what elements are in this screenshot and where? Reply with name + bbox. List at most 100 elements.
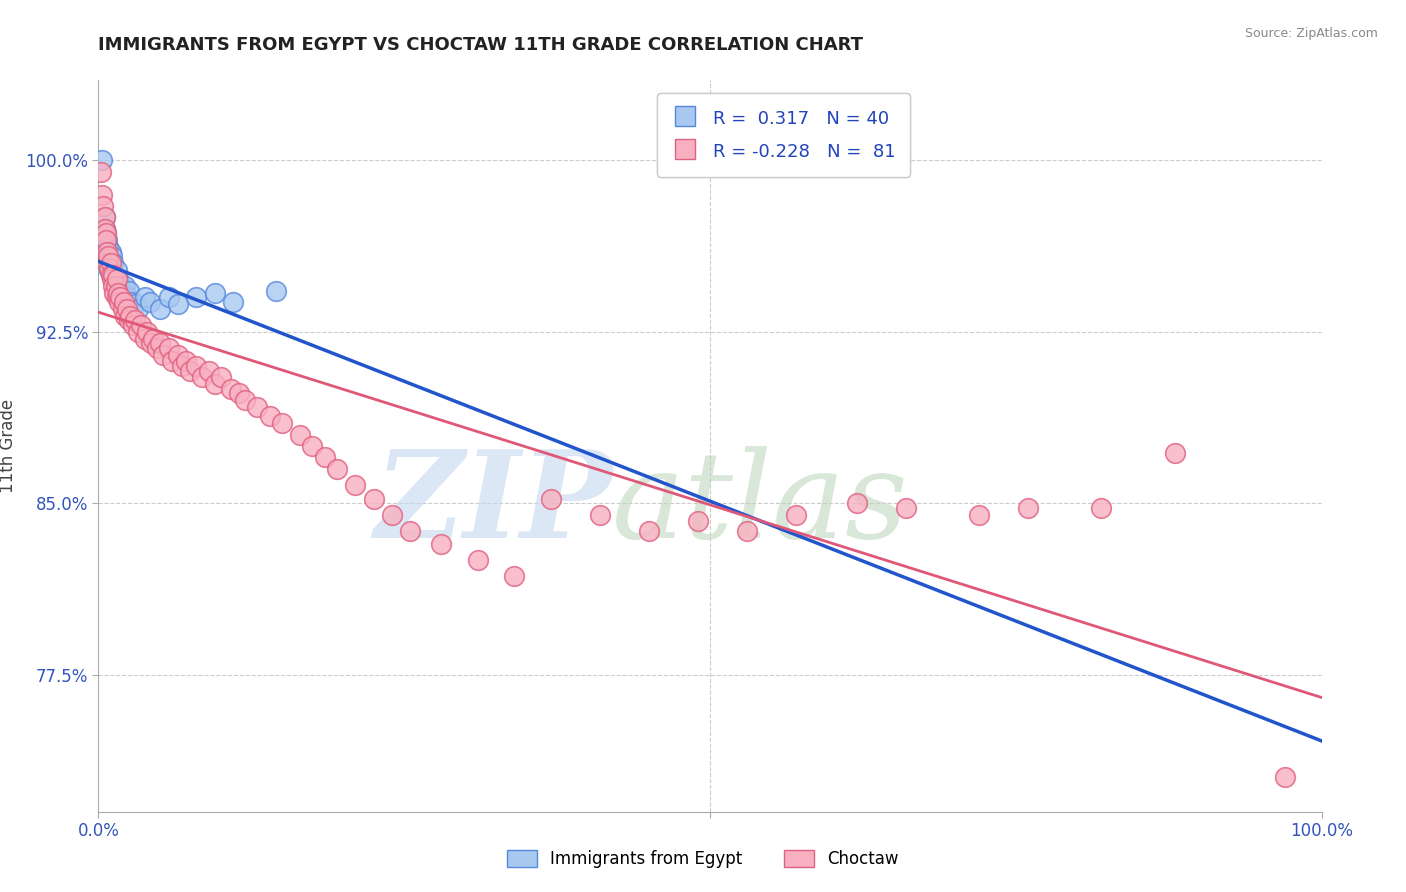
Point bbox=[115, 290, 138, 304]
Point bbox=[127, 325, 149, 339]
Point bbox=[101, 272, 124, 286]
Point bbox=[146, 341, 169, 355]
Point bbox=[259, 409, 281, 424]
Point bbox=[209, 370, 232, 384]
Point bbox=[228, 386, 250, 401]
Point bbox=[735, 524, 758, 538]
Point bbox=[105, 290, 128, 304]
Point bbox=[197, 363, 219, 377]
Point bbox=[101, 268, 124, 282]
Point bbox=[93, 211, 115, 225]
Point bbox=[246, 400, 269, 414]
Point bbox=[100, 244, 122, 259]
Point bbox=[112, 295, 135, 310]
Point bbox=[157, 290, 180, 304]
Point bbox=[100, 256, 122, 270]
Point bbox=[120, 295, 142, 310]
Point bbox=[91, 187, 114, 202]
Point bbox=[129, 318, 152, 332]
Text: IMMIGRANTS FROM EGYPT VS CHOCTAW 11TH GRADE CORRELATION CHART: IMMIGRANTS FROM EGYPT VS CHOCTAW 11TH GR… bbox=[98, 36, 863, 54]
Point bbox=[222, 295, 245, 310]
Point bbox=[894, 500, 917, 515]
Text: Source: ZipAtlas.com: Source: ZipAtlas.com bbox=[1244, 27, 1378, 40]
Point bbox=[363, 491, 385, 506]
Point bbox=[96, 244, 118, 259]
Point bbox=[90, 164, 112, 178]
Point bbox=[111, 290, 134, 304]
Legend: Immigrants from Egypt, Choctaw: Immigrants from Egypt, Choctaw bbox=[501, 843, 905, 875]
Point bbox=[110, 290, 132, 304]
Text: ZIP: ZIP bbox=[374, 445, 612, 564]
Legend: R =  0.317   N = 40, R = -0.228   N =  81: R = 0.317 N = 40, R = -0.228 N = 81 bbox=[657, 93, 910, 177]
Point bbox=[1017, 500, 1039, 515]
Point bbox=[186, 359, 208, 373]
Point bbox=[589, 508, 612, 522]
Point bbox=[97, 249, 120, 263]
Point bbox=[114, 309, 136, 323]
Point bbox=[136, 325, 159, 339]
Point bbox=[110, 279, 132, 293]
Point bbox=[107, 272, 129, 286]
Point bbox=[149, 336, 172, 351]
Point bbox=[186, 290, 208, 304]
Point bbox=[467, 553, 489, 567]
Point bbox=[96, 256, 118, 270]
Point bbox=[270, 416, 294, 430]
Point bbox=[301, 439, 323, 453]
Point bbox=[430, 537, 453, 551]
Point bbox=[108, 285, 131, 300]
Point bbox=[967, 508, 990, 522]
Point bbox=[101, 256, 124, 270]
Point bbox=[191, 370, 214, 384]
Point bbox=[204, 285, 226, 300]
Point bbox=[124, 313, 146, 327]
Point bbox=[104, 279, 127, 293]
Point bbox=[167, 297, 190, 311]
Point bbox=[103, 285, 125, 300]
Point bbox=[124, 297, 146, 311]
Point bbox=[637, 524, 661, 538]
Point bbox=[97, 240, 120, 254]
Point bbox=[399, 524, 422, 538]
Point bbox=[157, 341, 180, 355]
Point bbox=[1090, 500, 1112, 515]
Point bbox=[139, 336, 162, 351]
Point bbox=[91, 153, 114, 168]
Point bbox=[170, 359, 193, 373]
Point bbox=[127, 301, 149, 316]
Point bbox=[98, 263, 121, 277]
Point bbox=[105, 272, 128, 286]
Point bbox=[94, 227, 117, 241]
Point bbox=[290, 427, 312, 442]
Point bbox=[120, 309, 142, 323]
Point bbox=[176, 354, 198, 368]
Text: atlas: atlas bbox=[612, 446, 908, 563]
Point bbox=[134, 332, 156, 346]
Point bbox=[93, 222, 115, 236]
Point bbox=[108, 295, 131, 310]
Point bbox=[98, 260, 121, 275]
Point bbox=[93, 222, 115, 236]
Point bbox=[121, 318, 143, 332]
Point bbox=[104, 279, 127, 293]
Point bbox=[101, 263, 124, 277]
Point bbox=[326, 462, 349, 476]
Point bbox=[103, 268, 125, 282]
Point bbox=[160, 354, 183, 368]
Point bbox=[134, 290, 156, 304]
Point bbox=[100, 256, 122, 270]
Point bbox=[1274, 771, 1296, 785]
Point bbox=[118, 284, 141, 298]
Point bbox=[785, 508, 807, 522]
Point bbox=[93, 211, 115, 225]
Point bbox=[96, 233, 118, 247]
Point bbox=[179, 363, 201, 377]
Point bbox=[845, 496, 868, 510]
Point bbox=[233, 393, 256, 408]
Point bbox=[101, 272, 124, 286]
Point bbox=[314, 450, 336, 465]
Point bbox=[149, 301, 172, 316]
Point bbox=[219, 382, 242, 396]
Point bbox=[94, 233, 117, 247]
Point bbox=[107, 285, 129, 300]
